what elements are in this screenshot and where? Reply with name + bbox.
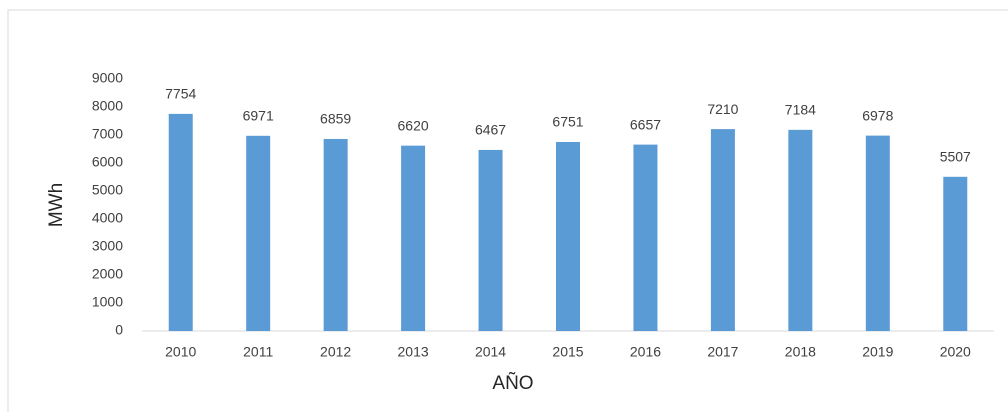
y-tick-label: 9000 [92,70,123,86]
y-tick-label: 5000 [92,182,123,198]
y-tick-label: 7000 [92,126,123,142]
y-tick-label: 8000 [92,98,123,114]
x-tick-label: 2013 [398,344,429,360]
y-tick-label: 3000 [92,238,123,254]
bar [556,141,580,331]
data-label: 6751 [552,114,583,130]
data-label: 7184 [785,102,816,118]
data-label: 6467 [475,122,506,138]
data-label: 6978 [862,107,893,123]
bar [246,135,271,331]
x-tick-label: 2014 [475,344,506,360]
x-tick-label: 2017 [707,344,738,360]
data-label: 5507 [940,149,971,165]
bar [943,176,968,331]
data-label: 6657 [630,116,661,132]
x-tick-label: 2011 [243,344,273,360]
data-label: 6859 [320,111,351,127]
x-tick-label: 2012 [320,344,351,360]
x-tick-label: 2020 [940,344,971,360]
bar [478,149,503,331]
y-tick-label: 4000 [92,210,123,226]
y-tick-label: 2000 [92,266,123,282]
bar [168,113,193,331]
y-tick-label: 6000 [92,154,123,170]
bar [401,145,426,331]
data-label: 6971 [243,108,274,124]
chart-frame [7,9,1008,412]
data-label: 6620 [398,117,429,133]
bar [633,144,658,331]
y-tick-label: 0 [115,322,123,338]
bar [323,138,348,331]
x-axis-title: AÑO [492,372,533,394]
x-tick-label: 2019 [862,344,893,360]
data-label: 7210 [707,101,738,117]
bar [865,135,890,331]
y-tick-label: 1000 [92,294,123,310]
x-tick-label: 2016 [630,344,661,360]
data-label: 7754 [165,86,196,102]
bar [788,129,813,331]
y-axis-title: MWh [46,183,67,227]
x-tick-label: 2015 [552,344,583,360]
x-tick-label: 2010 [165,344,196,360]
x-tick-label: 2018 [785,344,816,360]
bar [710,129,735,331]
